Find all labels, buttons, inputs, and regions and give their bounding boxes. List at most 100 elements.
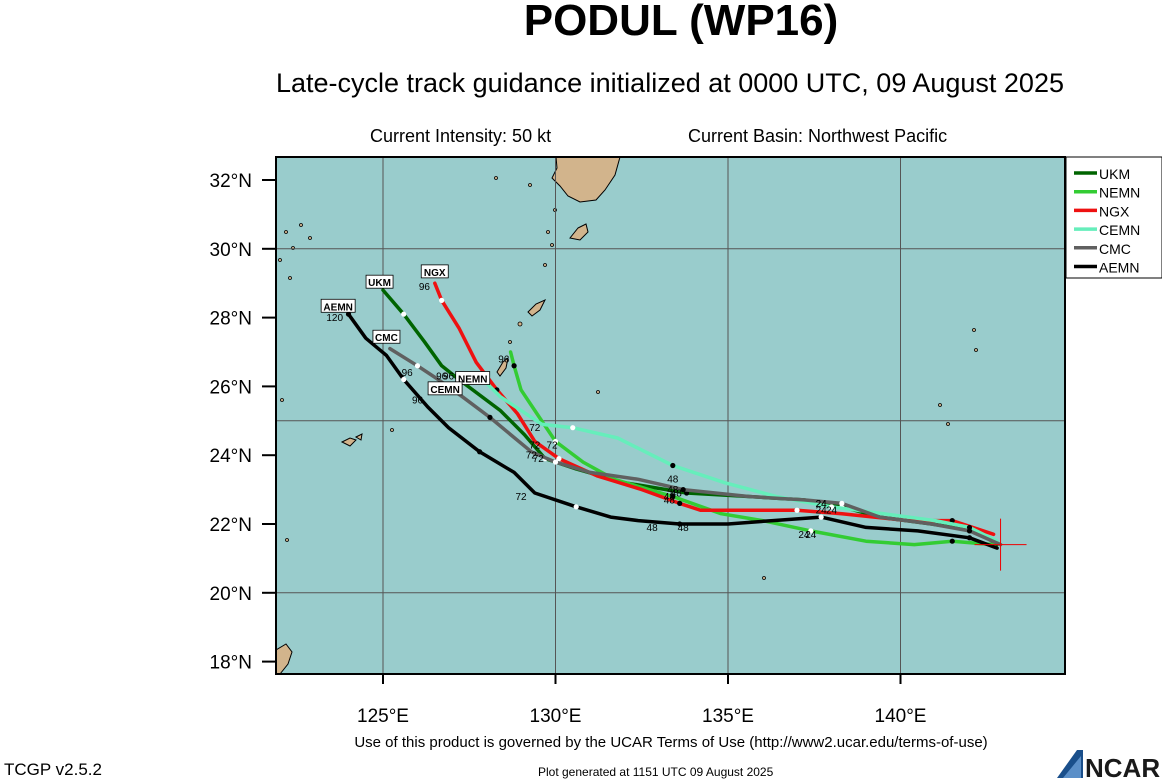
y-tick-label: 18°N xyxy=(210,653,252,674)
track-point xyxy=(570,425,576,431)
forecast-hour-label: 72 xyxy=(529,440,541,451)
track-point xyxy=(477,449,483,455)
model-tags: UKM NEMN NGX CEMN CMC AEMN xyxy=(320,264,491,396)
current-basin: Current Basin: Northwest Pacific xyxy=(688,126,948,146)
land-masses xyxy=(276,157,978,674)
forecast-hour-label: 72 xyxy=(546,440,558,451)
forecast-hour-label: 48 xyxy=(671,488,683,499)
island xyxy=(527,298,547,317)
track-point xyxy=(552,459,559,465)
forecast-hour-label: 96 xyxy=(402,368,414,379)
track-point xyxy=(680,487,686,493)
model-tag-cemn: CEMN xyxy=(430,385,459,396)
x-tick-label: 135°E xyxy=(702,706,754,727)
track-point xyxy=(670,462,676,469)
luzon-land xyxy=(276,643,293,674)
okinawa-island xyxy=(496,356,509,377)
ncar-logo-text: NCAR xyxy=(1085,753,1160,780)
track-point xyxy=(345,311,352,317)
current-position-marker xyxy=(974,518,1027,571)
track-point xyxy=(439,297,445,303)
forecast-tracks xyxy=(345,281,1003,550)
model-tag-cmc: CMC xyxy=(375,333,398,344)
version-label: TCGP v2.5.2 xyxy=(4,760,102,779)
y-tick-label: 30°N xyxy=(210,240,252,261)
track-point xyxy=(487,414,493,420)
legend-label-aemn: AEMN xyxy=(1099,260,1139,276)
page-subtitle: Late-cycle track guidance initialized at… xyxy=(276,68,1064,98)
track-point xyxy=(511,363,517,369)
map-axes: 125°E 130°E 135°E 140°E 18°N 20°N 22°N 24°N 26°N… xyxy=(210,171,927,727)
model-tag-box xyxy=(420,264,449,279)
island xyxy=(340,437,357,447)
legend-label-ngx: NGX xyxy=(1099,203,1130,219)
track-point xyxy=(670,493,676,500)
kyushu-land xyxy=(551,157,621,203)
forecast-hour-labels: 24 48 72 96 24 48 72 96 24 48 72 96 24 48 72 96 24 48 72 96… xyxy=(326,282,837,541)
forecast-hour-label: 96 xyxy=(498,354,510,365)
forecast-hour-label: 24 xyxy=(826,506,838,517)
current-intensity: Current Intensity: 50 kt xyxy=(370,126,552,146)
track-ngx xyxy=(433,281,996,537)
forecast-hour-label: 24 xyxy=(798,530,810,541)
forecast-hour-label: 24 xyxy=(816,499,828,510)
track-point xyxy=(839,500,845,506)
forecast-hour-label: 96 xyxy=(419,282,431,293)
model-tag-box xyxy=(372,329,401,344)
page-title: PODUL (WP16) xyxy=(523,0,839,45)
y-tick-label: 26°N xyxy=(210,377,252,398)
y-tick-label: 22°N xyxy=(210,515,252,536)
forecast-hour-label: 24 xyxy=(816,499,828,510)
forecast-hour-label: 48 xyxy=(664,492,676,503)
terms-of-use: Use of this product is governed by the U… xyxy=(354,734,988,751)
forecast-hour-label: 48 xyxy=(678,523,690,534)
track-point xyxy=(808,528,814,534)
track-point xyxy=(414,363,421,369)
track-point xyxy=(966,535,973,541)
model-tag-box xyxy=(365,274,394,289)
forecast-hour-label: 48 xyxy=(647,523,659,534)
forecast-hour-label: 96 xyxy=(443,372,455,383)
forecast-hour-label: 24 xyxy=(805,530,817,541)
y-tick-label: 20°N xyxy=(210,584,252,605)
forecast-hour-label: 72 xyxy=(529,423,541,434)
track-point xyxy=(552,438,559,445)
legend-label-cemn: CEMN xyxy=(1099,222,1140,238)
model-tag-box xyxy=(427,381,463,396)
x-tick-label: 140°E xyxy=(875,706,927,727)
forecast-hour-label: 120 xyxy=(326,313,343,324)
x-tick-label: 125°E xyxy=(357,706,409,727)
forecast-hour-label: 72 xyxy=(515,492,527,503)
island xyxy=(354,433,363,441)
track-point xyxy=(949,517,955,524)
model-tag-aemn: AEMN xyxy=(323,302,352,313)
track-point xyxy=(556,456,562,462)
track-point xyxy=(818,514,824,520)
x-tick-label: 130°E xyxy=(530,706,582,727)
forecast-hour-label: 48 xyxy=(667,485,679,496)
y-tick-label: 24°N xyxy=(210,446,252,467)
model-tag-ukm: UKM xyxy=(368,278,391,289)
forecast-hour-label: 96 xyxy=(436,372,448,383)
model-tag-ngx: NGX xyxy=(424,268,446,279)
grid-lines xyxy=(276,157,1065,674)
track-point xyxy=(573,504,579,510)
y-tick-label: 32°N xyxy=(210,171,252,192)
track-aemn xyxy=(346,312,999,550)
track-point xyxy=(966,528,973,534)
y-tick-label: 28°N xyxy=(210,309,252,330)
forecast-hour-label: 24 xyxy=(816,506,828,517)
legend-label-nemn: NEMN xyxy=(1099,185,1140,201)
forecast-hour-label: 48 xyxy=(664,495,676,506)
forecast-hour-label: 96 xyxy=(412,396,424,407)
track-point xyxy=(677,521,683,527)
track-point xyxy=(401,311,407,317)
legend-box xyxy=(1065,156,1162,279)
track-point xyxy=(949,538,955,544)
legend-label-ukm: UKM xyxy=(1099,166,1130,182)
map-frame xyxy=(275,156,1066,675)
ocean-background xyxy=(276,157,1065,674)
legend: UKM NEMN NGX CEMN CMC AEMN xyxy=(1065,156,1162,279)
forecast-hour-label: 48 xyxy=(667,475,679,486)
